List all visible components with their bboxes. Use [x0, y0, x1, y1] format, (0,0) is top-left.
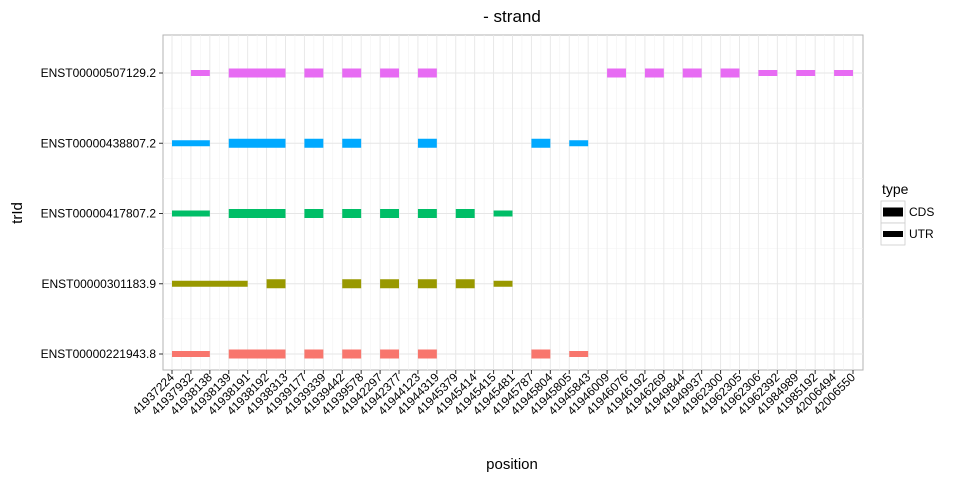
segment-cds	[455, 279, 475, 289]
chart-title: - strand	[483, 7, 541, 26]
segment-utr	[569, 351, 589, 357]
segment-cds	[531, 138, 551, 148]
legend: type CDS UTR	[880, 181, 934, 246]
segment-utr	[493, 210, 513, 217]
segment-cds	[417, 349, 437, 359]
y-tick-label: ENST00000221943.8	[41, 347, 157, 361]
segment-cds	[417, 209, 437, 218]
y-tick-label: ENST00000438807.2	[41, 136, 157, 150]
segment-utr	[172, 210, 210, 217]
segments-layer	[172, 68, 853, 359]
segment-cds	[342, 349, 362, 359]
segment-cds	[380, 209, 399, 218]
segment-cds	[531, 349, 551, 359]
segment-cds	[304, 138, 324, 148]
segment-cds	[228, 349, 286, 359]
segment-cds	[417, 138, 437, 148]
segment-cds	[417, 68, 437, 78]
segment-cds	[266, 279, 286, 289]
segment-utr	[796, 70, 816, 76]
segment-cds	[304, 68, 324, 78]
segment-cds	[342, 138, 362, 148]
segment-cds	[417, 279, 437, 289]
segment-cds	[720, 68, 740, 78]
segment-cds	[228, 68, 286, 78]
segment-cds	[304, 209, 324, 218]
segment-cds	[380, 68, 399, 78]
segment-utr	[172, 351, 210, 357]
segment-utr	[493, 280, 513, 287]
segment-cds	[682, 68, 702, 78]
legend-title: type	[882, 181, 909, 197]
segment-utr	[834, 70, 853, 76]
plot-panel	[162, 34, 864, 371]
x-axis: 4193722441937932419381384193813941938191…	[129, 370, 858, 418]
segment-utr	[758, 70, 778, 76]
segment-cds	[607, 68, 626, 78]
segment-cds	[228, 209, 286, 218]
segment-cds	[304, 349, 324, 359]
segment-cds	[380, 279, 399, 289]
segment-utr	[172, 140, 210, 147]
segment-cds	[228, 138, 286, 148]
segment-cds	[644, 68, 664, 78]
y-axis: ENST00000221943.8 ENST00000301183.9 ENST00…	[41, 66, 163, 361]
legend-label: UTR	[909, 227, 934, 241]
segment-cds	[342, 279, 362, 289]
y-axis-title: trId	[9, 202, 26, 224]
segment-utr	[190, 70, 210, 76]
segment-utr	[172, 280, 248, 287]
x-axis-title: position	[486, 456, 538, 473]
segment-utr	[569, 140, 589, 147]
y-tick-label: ENST00000417807.2	[41, 207, 157, 221]
legend-key-cds	[883, 207, 903, 217]
y-tick-label: ENST00000301183.9	[41, 277, 156, 291]
segment-cds	[342, 68, 362, 78]
segment-cds	[455, 209, 475, 218]
segment-cds	[380, 349, 399, 359]
legend-label: CDS	[909, 205, 934, 219]
legend-key-utr	[883, 231, 903, 237]
y-tick-label: ENST00000507129.2	[41, 66, 157, 80]
segment-cds	[342, 209, 362, 218]
